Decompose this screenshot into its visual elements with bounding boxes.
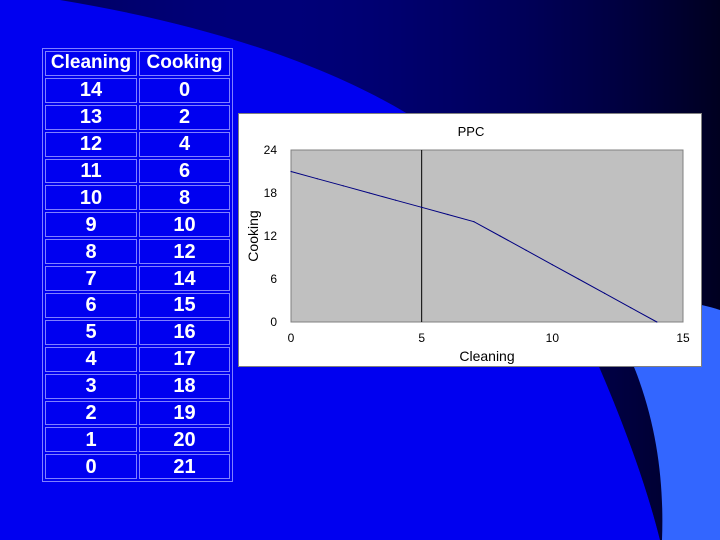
cell-cooking: 14 (139, 266, 230, 292)
data-point (656, 321, 658, 323)
data-point (525, 249, 527, 251)
data-point (551, 264, 553, 266)
cell-cooking: 6 (139, 158, 230, 184)
cell-cleaning: 4 (45, 346, 137, 372)
cell-cleaning: 3 (45, 373, 137, 399)
y-tick-label: 6 (270, 272, 277, 286)
cell-cleaning: 14 (45, 77, 137, 103)
data-point (473, 221, 475, 223)
table-header-row: Cleaning Cooking (45, 51, 230, 76)
header-cooking: Cooking (139, 51, 230, 76)
table-row: 14 0 (45, 77, 230, 103)
table-row: 0 21 (45, 454, 230, 480)
data-point (447, 213, 449, 216)
cell-cleaning: 12 (45, 131, 137, 157)
cell-cleaning: 9 (45, 212, 137, 238)
table-row: 11 6 (45, 158, 230, 184)
cell-cooking: 8 (139, 185, 230, 211)
table-row: 1 20 (45, 427, 230, 453)
chart-title: PPC (458, 124, 485, 139)
data-point (421, 206, 423, 208)
ppc-table: Cleaning Cooking 14 0 13 2 12 4 11 6 10 8 9 10 8 12 7 1… (42, 48, 233, 483)
cell-cooking: 20 (139, 427, 230, 453)
cell-cooking: 2 (139, 104, 230, 130)
cell-cleaning: 13 (45, 104, 137, 130)
cell-cooking: 21 (139, 454, 230, 480)
table-row: 2 19 (45, 400, 230, 426)
table-row: 5 16 (45, 319, 230, 345)
cell-cleaning: 2 (45, 400, 137, 426)
cell-cleaning: 11 (45, 158, 137, 184)
table-body: 14 0 13 2 12 4 11 6 10 8 9 10 8 12 7 14 6 15 5 16 4 17 3 18 2 19 1… (45, 77, 230, 480)
data-point (630, 307, 632, 309)
data-point (316, 178, 318, 180)
table-row: 12 4 (45, 131, 230, 157)
cell-cooking: 18 (139, 373, 230, 399)
table-row: 3 18 (45, 373, 230, 399)
table-row: 13 2 (45, 104, 230, 130)
data-point (394, 199, 397, 201)
cell-cleaning: 7 (45, 266, 137, 292)
y-tick-label: 24 (264, 143, 278, 157)
x-tick-label: 0 (288, 331, 295, 345)
cell-cooking: 0 (139, 77, 230, 103)
chart-svg: PPC Cleaning Cooking 0 5 10 15 0 6 12 18 24 (245, 124, 690, 364)
cell-cooking: 12 (139, 239, 230, 265)
header-cleaning: Cleaning (45, 51, 137, 76)
cell-cleaning: 0 (45, 454, 137, 480)
x-tick-label: 10 (546, 331, 560, 345)
data-point (499, 235, 501, 237)
data-point (577, 278, 580, 280)
data-point (604, 292, 606, 294)
y-tick-label: 18 (264, 186, 278, 200)
table-row: 4 17 (45, 346, 230, 372)
cell-cleaning: 10 (45, 185, 137, 211)
cell-cleaning: 1 (45, 427, 137, 453)
cell-cooking: 4 (139, 131, 230, 157)
y-tick-label: 12 (264, 229, 278, 243)
x-tick-label: 15 (676, 331, 690, 345)
cell-cooking: 15 (139, 293, 230, 318)
table-row: 8 12 (45, 239, 230, 265)
data-point (290, 170, 292, 173)
cell-cooking: 19 (139, 400, 230, 426)
y-axis-label: Cooking (245, 210, 261, 261)
x-axis-label: Cleaning (459, 348, 514, 364)
x-tick-label: 5 (418, 331, 425, 345)
ppc-chart: PPC Cleaning Cooking 0 5 10 15 0 6 12 18 24 (238, 113, 702, 367)
cell-cooking: 16 (139, 319, 230, 345)
y-tick-label: 0 (270, 315, 277, 329)
ppc-points (290, 170, 658, 323)
cell-cleaning: 6 (45, 293, 137, 318)
table-row: 6 15 (45, 293, 230, 318)
table-row: 7 14 (45, 266, 230, 292)
plot-area (290, 149, 684, 323)
data-point (342, 185, 344, 187)
table-row: 10 8 (45, 185, 230, 211)
data-point (368, 192, 370, 194)
cell-cleaning: 5 (45, 319, 137, 345)
tick-labels: 0 5 10 15 0 6 12 18 24 (264, 143, 690, 345)
cell-cooking: 10 (139, 212, 230, 238)
table-row: 9 10 (45, 212, 230, 238)
cell-cooking: 17 (139, 346, 230, 372)
cell-cleaning: 8 (45, 239, 137, 265)
